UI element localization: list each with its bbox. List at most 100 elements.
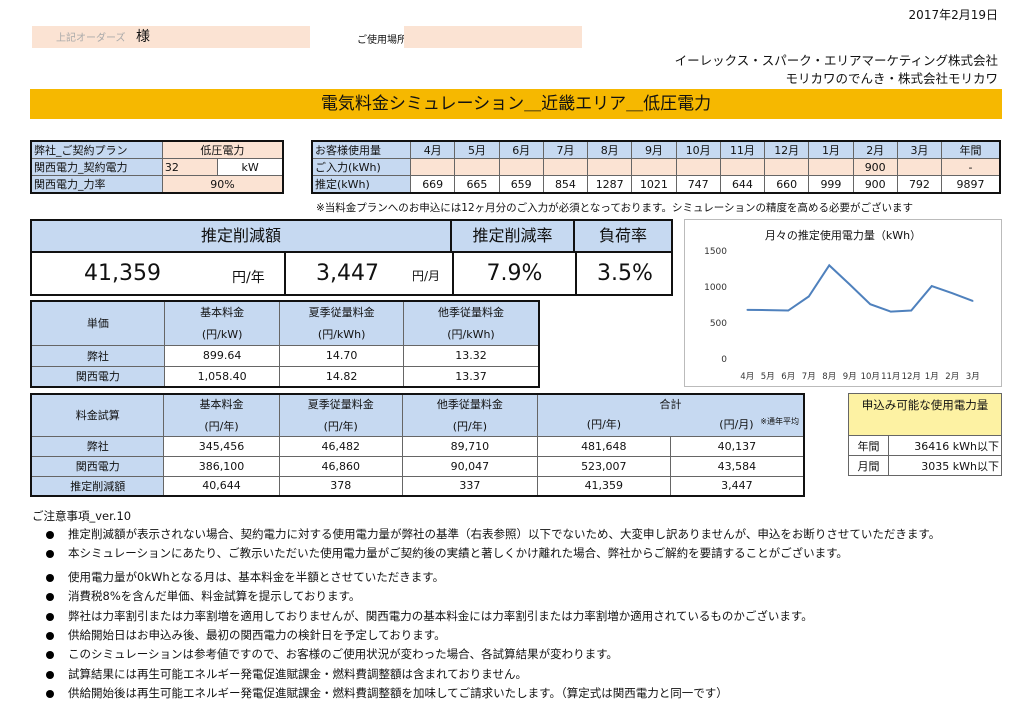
reduction-rate-value: 7.9% xyxy=(486,261,543,286)
usage-estimate-cell: 660 xyxy=(764,175,810,194)
y-tick-label: 0 xyxy=(721,355,727,365)
limit-table: 申込み可能な使用電力量 年間 36416 kWh以下 月間 3035 kWh以下 xyxy=(848,393,1002,476)
reduction-label: 推定削減額 xyxy=(32,221,452,253)
usage-estimate-cell: 999 xyxy=(808,175,854,194)
usage-table: お客様使用量 4月 5月 6月 7月 8月 9月 10月 11月 12月 1月 2月 3月 年間 ご入力… xyxy=(311,140,1001,194)
location-label: ご使用場所 xyxy=(357,35,407,46)
x-tick-label: 2月 xyxy=(945,372,959,382)
usage-input-cell[interactable] xyxy=(410,158,456,176)
x-tick-label: 7月 xyxy=(802,372,816,382)
power-factor-label: 関西電力_力率 xyxy=(30,175,163,194)
usage-estimate-cell: 665 xyxy=(454,175,500,194)
usage-month-header: 10月 xyxy=(675,140,721,159)
contract-power-label: 関西電力_契約電力 xyxy=(30,158,163,176)
bullet-icon xyxy=(46,651,54,660)
chart-title: 月々の推定使用電力量（kWh） xyxy=(764,229,922,242)
trial-header-total: 合計 (円/年) (円/月) ※通年平均 xyxy=(536,393,805,437)
yearly-reduction-value: 41,359 xyxy=(84,261,161,286)
usage-input-cell[interactable]: 900 xyxy=(852,158,898,176)
rate-label: 推定削減率 xyxy=(452,221,575,253)
series-line xyxy=(747,263,974,313)
x-tick-label: 9月 xyxy=(843,372,857,382)
usage-input-cell[interactable] xyxy=(896,158,943,176)
usage-estimate-cell: 900 xyxy=(852,175,898,194)
load-factor-value: 3.5% xyxy=(597,261,653,286)
usage-estimate-cell: 1021 xyxy=(631,175,677,194)
usage-input-cell[interactable] xyxy=(587,158,633,176)
note-item: 供給開始日はお申込み後、最初の関西電力の検針日を予定しております。 xyxy=(68,628,446,642)
usage-input-cell[interactable] xyxy=(542,158,589,176)
customer-honorific: 様 xyxy=(135,29,150,45)
location-value xyxy=(404,26,582,48)
usage-input-cell[interactable] xyxy=(719,158,766,176)
table-row: 関西電力 1,058.40 14.82 13.37 xyxy=(30,365,540,388)
x-tick-label: 5月 xyxy=(761,372,775,382)
bullet-icon xyxy=(46,690,54,699)
contract-power-value: 32 xyxy=(161,158,219,176)
usage-estimate-cell: 669 xyxy=(410,175,456,194)
usage-estimate-cell: 747 xyxy=(675,175,721,194)
summary-box: 推定削減額 推定削減率 負荷率 41,359 円/年 3,447 円/月 7.9… xyxy=(30,219,673,296)
usage-month-header: 8月 xyxy=(587,140,633,159)
trial-header-summer: 夏季従量料金 (円/年) xyxy=(278,393,403,437)
usage-input-cell[interactable] xyxy=(675,158,721,176)
usage-estimate-cell: 659 xyxy=(498,175,544,194)
usage-header-label: お客様使用量 xyxy=(311,140,412,159)
usage-input-label: ご入力(kWh) xyxy=(311,158,412,176)
x-tick-label: 3月 xyxy=(966,372,980,382)
monthly-reduction-value: 3,447 xyxy=(316,261,379,286)
plan-value: 低圧電力 xyxy=(161,140,284,159)
table-row: 推定削減額 40,644 378 337 41,359 3,447 xyxy=(30,475,805,497)
data-point xyxy=(951,292,954,294)
plan-table: 弊社_ご契約プラン 低圧電力 関西電力_契約電力 32 kW 関西電力_力率 9… xyxy=(30,140,284,194)
customer-name-box: 上記オーダーズ 様 xyxy=(32,26,310,48)
x-tick-label: 4月 xyxy=(740,372,754,382)
usage-estimate-cell: 9897 xyxy=(941,175,1001,194)
bullet-icon xyxy=(46,573,54,582)
usage-input-cell[interactable] xyxy=(454,158,500,176)
data-point xyxy=(889,310,892,313)
usage-input-cell[interactable] xyxy=(808,158,854,176)
usage-month-header: 11月 xyxy=(719,140,766,159)
usage-month-header: 6月 xyxy=(498,140,544,159)
trial-corner: 料金試算 xyxy=(30,393,165,437)
usage-input-cell[interactable]: - xyxy=(941,158,1001,176)
monthly-reduction-unit: 円/月 xyxy=(412,269,441,283)
usage-estimate-cell: 792 xyxy=(896,175,943,194)
bullet-icon xyxy=(46,550,54,559)
power-factor-value: 90% xyxy=(161,175,284,194)
usage-estimate-cell: 644 xyxy=(719,175,766,194)
note-item: 弊社は力率割引または力率割増を適用しておりませんが、関西電力の基本料金には力率割… xyxy=(68,608,813,623)
usage-input-cell[interactable] xyxy=(631,158,677,176)
usage-month-header: 7月 xyxy=(542,140,589,159)
x-tick-label: 11月 xyxy=(881,372,900,382)
usage-estimate-label: 推定(kWh) xyxy=(311,175,412,194)
note-item: 推定削減額が表示されない場合、契約電力に対する使用電力量が弊社の基準（右表参照）… xyxy=(68,527,941,541)
limit-monthly-value: 3035 kWh以下 xyxy=(888,455,1002,476)
usage-note: ※当料金プランへのお申込には12ヶ月分のご入力が必須となっております。シミュレー… xyxy=(316,202,914,214)
y-tick-label: 500 xyxy=(710,319,727,329)
bullet-icon xyxy=(46,612,54,621)
trial-header-other: 他季従量料金 (円/年) xyxy=(401,393,538,437)
usage-estimate-cell: 854 xyxy=(542,175,589,194)
usage-month-header: 5月 xyxy=(454,140,500,159)
data-point xyxy=(869,303,872,306)
data-point xyxy=(910,309,913,312)
usage-input-cell[interactable] xyxy=(764,158,810,176)
unit-price-header-summer: 夏季従量料金 (円/kWh) xyxy=(279,300,404,346)
note-item: 消費税8%を含んだ単価、料金試算を提示しております。 xyxy=(68,589,361,604)
usage-input-cell[interactable] xyxy=(498,158,544,176)
contract-power-unit: kW xyxy=(217,158,284,176)
x-tick-label: 8月 xyxy=(822,372,836,382)
y-tick-label: 1500 xyxy=(704,247,727,257)
unit-price-corner: 単価 xyxy=(30,300,165,346)
unit-price-header-basic: 基本料金 (円/kW) xyxy=(163,300,281,346)
data-point xyxy=(766,309,769,311)
company-subname: モリカワのでんき・株式会社モリカワ xyxy=(785,71,998,86)
usage-month-header: 4月 xyxy=(410,140,456,159)
data-point xyxy=(787,309,790,312)
company-name: イーレックス・スパーク・エリアマーケティング株式会社 xyxy=(674,53,998,68)
trial-table: 料金試算 基本料金 (円/年) 夏季従量料金 (円/年) 他季従量料金 (円/年) 合… xyxy=(30,393,805,497)
data-point xyxy=(971,300,974,302)
usage-month-header: 年間 xyxy=(941,140,1001,159)
